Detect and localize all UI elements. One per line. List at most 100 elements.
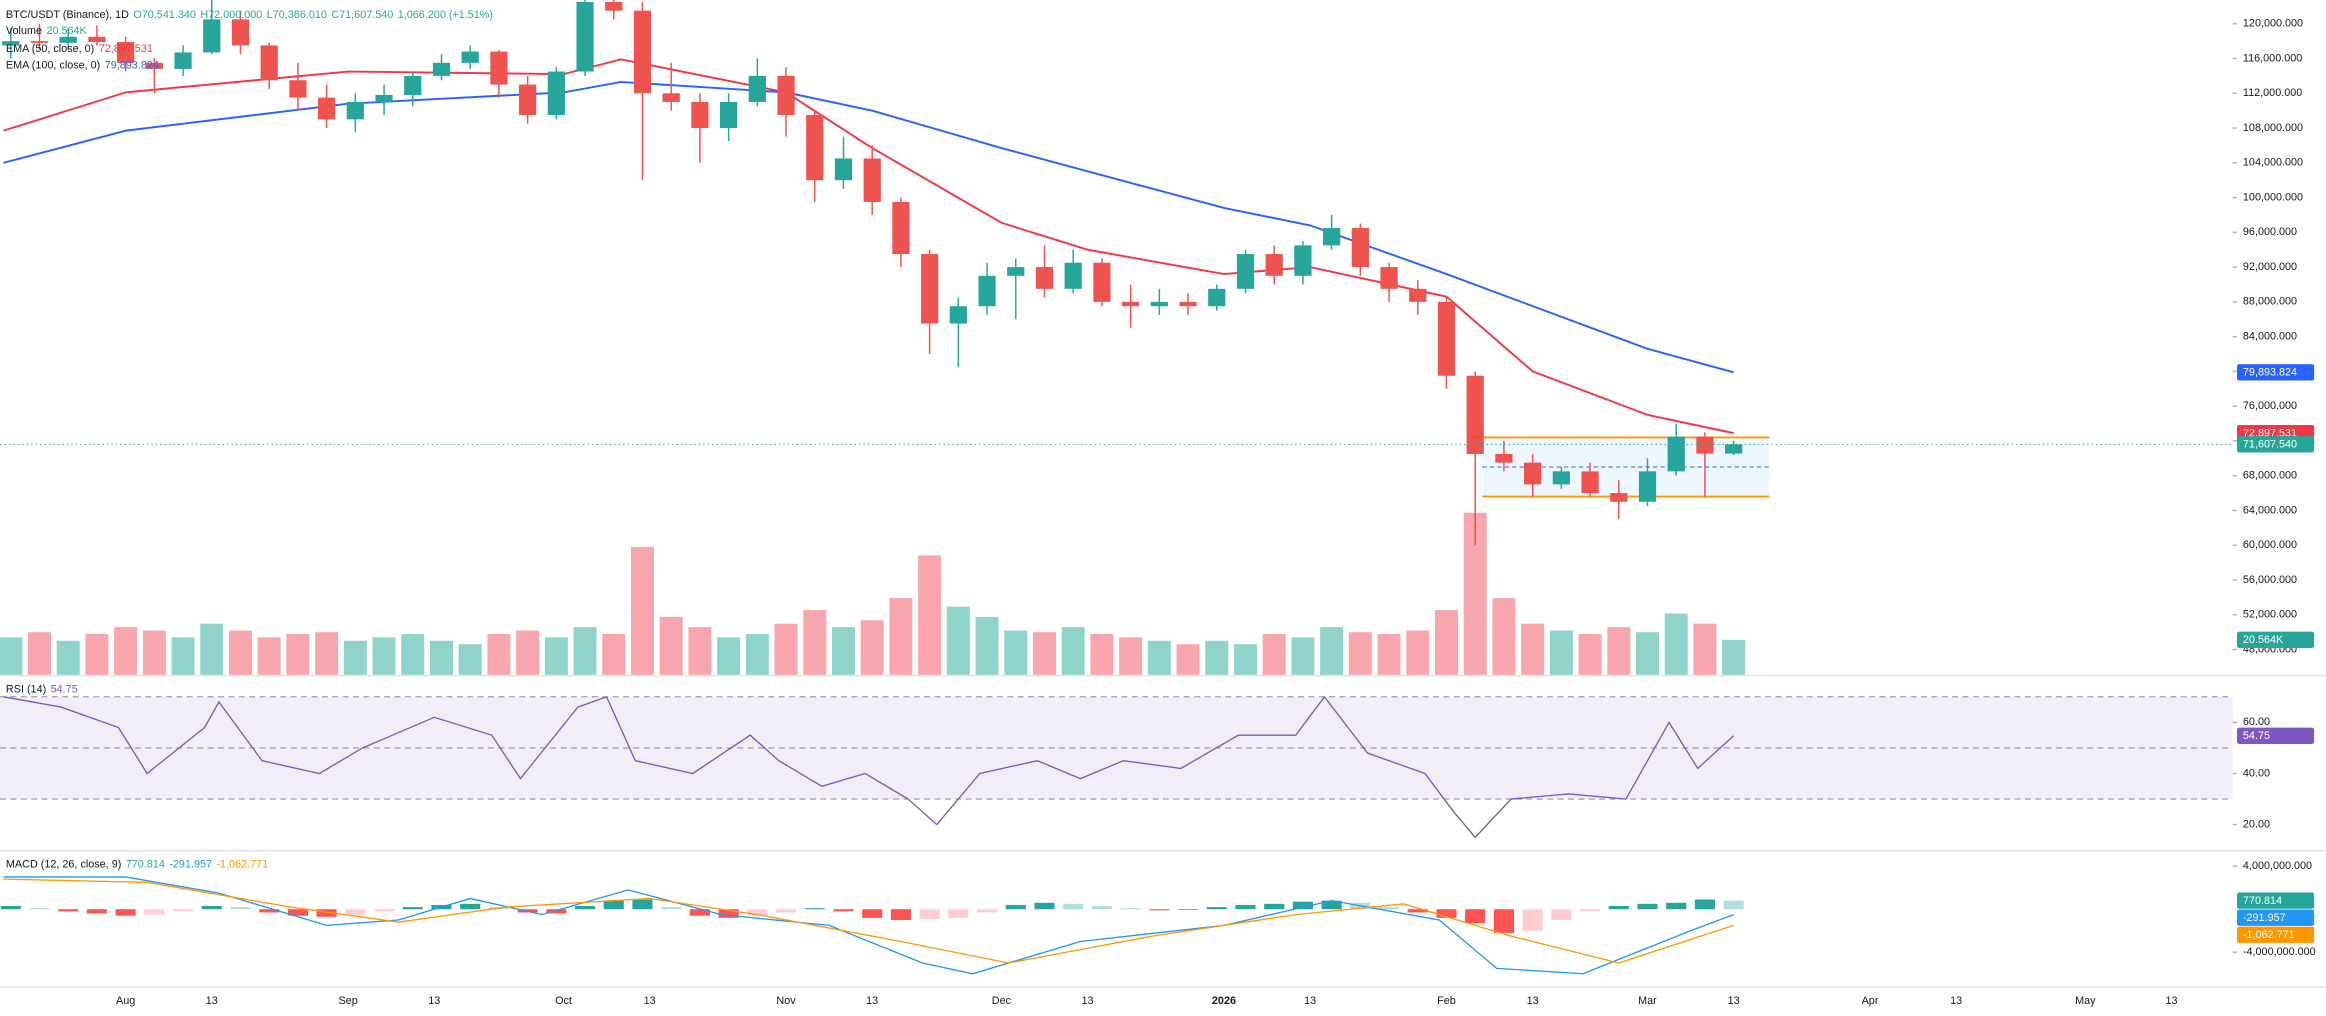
candle-body	[59, 36, 77, 43]
macd-hist-bar	[603, 900, 624, 910]
volume-bar	[487, 633, 511, 675]
candle-body	[1696, 436, 1714, 454]
legend-item: 770.814	[126, 859, 165, 871]
macd-hist-bar	[1235, 904, 1256, 910]
volume-bar	[918, 555, 942, 675]
x-tick-label: Apr	[1862, 995, 1879, 1007]
macd-hist-bar	[776, 909, 797, 913]
macd-hist-bar	[1063, 903, 1084, 910]
candle-body	[1667, 436, 1685, 472]
candle-body	[432, 62, 451, 76]
candle-body	[1179, 301, 1197, 307]
x-tick-label: Mar	[1638, 995, 1657, 1007]
macd-hist-bar	[1264, 903, 1285, 910]
volume-bar	[630, 546, 654, 675]
y-tick-label: 56,000.000	[2243, 574, 2297, 586]
legend-item: -291.957	[169, 859, 212, 871]
candle-body	[88, 36, 106, 42]
y-tick-label: 96,000.000	[2243, 226, 2297, 238]
volume-bar	[0, 637, 23, 675]
macd-hist-bar	[575, 906, 596, 910]
volume-bar	[401, 633, 425, 675]
candle-body	[375, 94, 393, 102]
candle-body	[1466, 375, 1484, 454]
price-pane	[0, 0, 1770, 675]
macd-hist-bar	[862, 909, 883, 918]
candle-body	[289, 80, 307, 98]
legend-item: Volume	[6, 25, 42, 37]
macd-badge-bg	[2236, 926, 2315, 943]
macd-hist-bar	[345, 909, 366, 915]
volume-bar	[1004, 630, 1028, 675]
macd-hist-bar	[1005, 904, 1026, 910]
candle-body	[1495, 453, 1513, 463]
macd-hist-bar	[201, 906, 222, 910]
candle-body	[1725, 444, 1743, 454]
volume-bar	[1435, 610, 1458, 675]
macd-hist-bar	[173, 909, 194, 912]
candle-body	[1380, 267, 1398, 289]
macd-hist-bar	[1465, 909, 1486, 924]
candle-body	[2, 41, 20, 46]
candle-body	[404, 75, 422, 95]
legend: BTC/USDT (Binance), 1D O70,541.340 H72,000…	[6, 9, 493, 21]
signal-line	[3, 878, 1734, 964]
candle-body	[1552, 471, 1570, 485]
macd-tick-label: -4,000,000.000	[2243, 946, 2316, 958]
y-tick-label: 76,000.000	[2243, 400, 2297, 412]
legend: Volume 20.564K	[6, 25, 88, 37]
macd-hist-bar	[1292, 901, 1313, 910]
macd-hist-bar	[661, 907, 682, 910]
macd-hist-bar	[1321, 900, 1342, 910]
legend-item: L70,386.010	[267, 9, 327, 21]
macd-hist-bar	[1178, 909, 1199, 910]
candle-body	[1035, 267, 1054, 289]
volume-bar	[774, 623, 798, 675]
volume-bar	[1492, 598, 1516, 675]
volume-bar	[946, 606, 970, 675]
volume-bar	[1205, 640, 1229, 675]
macd-hist-bar	[1551, 909, 1572, 920]
volume-bar	[602, 633, 626, 675]
macd-hist-bar	[0, 906, 21, 910]
macd-hist-bar	[287, 909, 308, 916]
macd-hist-bar	[804, 908, 825, 910]
candle-body	[1437, 301, 1456, 376]
macd-hist-bar	[1522, 909, 1543, 931]
rsi-badge: 54.75	[2243, 730, 2270, 742]
y-tick-label: 88,000.000	[2243, 296, 2297, 308]
volume-bar	[458, 644, 482, 675]
volume-bar	[659, 616, 683, 675]
macd-hist-bar	[1580, 909, 1601, 912]
y-tick-label: 64,000.000	[2243, 504, 2297, 516]
y-tick-label: 108,000.000	[2243, 122, 2303, 134]
volume-bar	[1664, 613, 1688, 675]
volume-bar	[1578, 633, 1602, 675]
legend: MACD (12, 26, close, 9) 770.814 -291.957 -1…	[6, 859, 268, 871]
volume-bar	[1033, 632, 1056, 675]
macd-hist-bar	[1206, 907, 1227, 910]
volume-bar	[1119, 637, 1143, 675]
rsi-badge-bg	[2236, 727, 2315, 744]
candle-body	[490, 51, 508, 85]
volume-bar	[200, 623, 224, 675]
macd-hist-bar	[86, 909, 107, 914]
volume-bar	[573, 627, 597, 675]
x-tick-label: Sep	[339, 995, 358, 1007]
candle-body	[231, 19, 250, 46]
volume-bar	[1607, 627, 1631, 675]
macd-hist-bar	[1436, 909, 1457, 918]
candle-body	[260, 45, 278, 81]
macd-line	[3, 876, 1734, 975]
x-tick-label: 13	[1527, 995, 1539, 1007]
x-tick-label: 13	[428, 995, 440, 1007]
volume-bar	[1176, 644, 1200, 675]
volume-bar	[1693, 623, 1717, 675]
legend: EMA (50, close, 0) 72,897.531	[6, 43, 153, 55]
y-tick-label: 68,000.000	[2243, 470, 2297, 482]
volume-bar	[860, 620, 884, 675]
candle-body	[806, 114, 824, 181]
macd-hist-bar	[460, 903, 481, 910]
